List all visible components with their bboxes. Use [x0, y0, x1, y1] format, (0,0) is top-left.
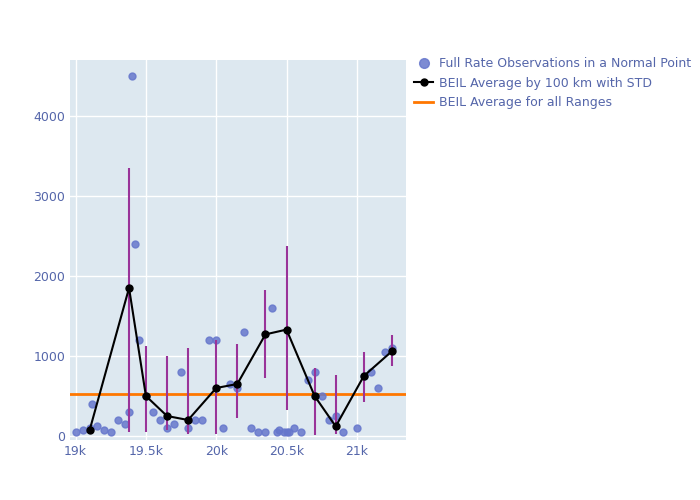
Point — [70, 428, 81, 436]
Point — [302, 376, 313, 384]
Point — [379, 348, 391, 356]
Point — [281, 428, 292, 436]
Point — [323, 416, 335, 424]
Point — [162, 424, 173, 432]
Point — [309, 368, 320, 376]
Point — [386, 344, 398, 352]
Point — [123, 408, 134, 416]
Point — [147, 408, 158, 416]
Point — [119, 420, 130, 428]
Point — [211, 336, 222, 344]
Point — [278, 428, 289, 436]
Point — [372, 384, 384, 392]
Point — [260, 428, 271, 436]
Point — [288, 424, 299, 432]
Point — [358, 372, 370, 380]
Point — [176, 368, 187, 376]
Point — [133, 336, 144, 344]
Point — [129, 240, 140, 248]
Point — [190, 416, 201, 424]
Point — [218, 424, 229, 432]
Point — [337, 428, 349, 436]
Point — [253, 428, 264, 436]
Point — [112, 416, 123, 424]
Point — [155, 416, 166, 424]
Point — [295, 428, 306, 436]
Point — [239, 328, 250, 336]
Point — [365, 368, 377, 376]
Point — [267, 304, 278, 312]
Point — [204, 336, 215, 344]
Point — [351, 424, 363, 432]
Point — [84, 424, 95, 432]
Point — [246, 424, 257, 432]
Point — [316, 392, 327, 400]
Point — [225, 380, 236, 388]
Point — [169, 420, 180, 428]
Point — [271, 428, 282, 436]
Point — [140, 392, 151, 400]
Point — [87, 400, 98, 408]
Point — [77, 426, 88, 434]
Point — [232, 384, 243, 392]
Point — [330, 412, 342, 420]
Point — [105, 428, 116, 436]
Legend: Full Rate Observations in a Normal Point, BEIL Average by 100 km with STD, BEIL : Full Rate Observations in a Normal Point… — [410, 52, 696, 114]
Point — [183, 424, 194, 432]
Point — [91, 422, 102, 430]
Point — [98, 426, 109, 434]
Point — [197, 416, 208, 424]
Point — [274, 426, 285, 434]
Point — [126, 72, 137, 80]
Point — [284, 428, 295, 436]
